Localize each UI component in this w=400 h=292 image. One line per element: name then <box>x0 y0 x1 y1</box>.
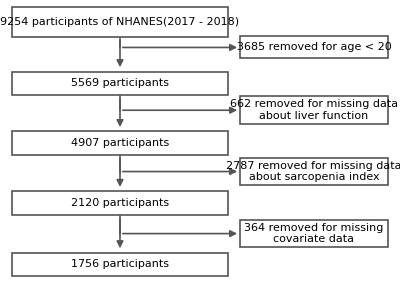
Text: 364 removed for missing
covariate data: 364 removed for missing covariate data <box>244 223 384 244</box>
Bar <box>240 158 388 185</box>
Bar <box>240 36 388 58</box>
Bar <box>12 131 228 155</box>
Text: 2120 participants: 2120 participants <box>71 198 169 208</box>
Text: 1756 participants: 1756 participants <box>71 259 169 269</box>
Text: 662 removed for missing data
about liver function: 662 removed for missing data about liver… <box>230 100 398 121</box>
Bar <box>240 96 388 124</box>
Text: 4907 participants: 4907 participants <box>71 138 169 148</box>
Bar <box>12 72 228 95</box>
Bar <box>12 191 228 215</box>
Bar <box>12 253 228 276</box>
Text: 9254 participants of NHANES(2017 - 2018): 9254 participants of NHANES(2017 - 2018) <box>0 17 240 27</box>
Text: 2787 removed for missing data
about sarcopenia index: 2787 removed for missing data about sarc… <box>226 161 400 182</box>
Text: 5569 participants: 5569 participants <box>71 78 169 88</box>
Text: 3685 removed for age < 20: 3685 removed for age < 20 <box>237 42 391 53</box>
Bar <box>240 220 388 247</box>
Bar <box>12 7 228 36</box>
